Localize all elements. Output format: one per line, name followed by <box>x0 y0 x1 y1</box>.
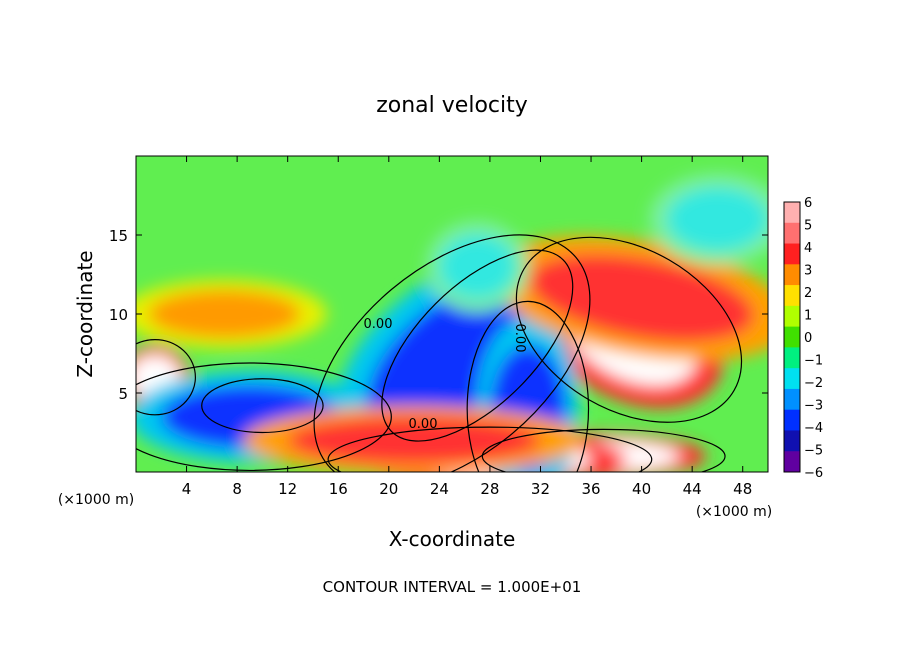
colorbar: 6 5 4 3 2 1 0 −1 −2 −3 −4 −5 −6 <box>783 196 823 481</box>
colorbar-label: −2 <box>804 376 823 391</box>
colorbar-swatch <box>784 347 800 369</box>
y-tick-label: 15 <box>109 227 128 245</box>
colorbar-label: −5 <box>804 444 823 459</box>
heatmap-field <box>136 156 768 472</box>
y-axis: 5 10 15 <box>109 227 768 403</box>
contour-line <box>381 249 574 442</box>
colorbar-swatch <box>784 285 800 307</box>
colorbar-label: 2 <box>804 286 812 301</box>
x-tick-label: 32 <box>531 480 550 498</box>
colorbar-label: −4 <box>804 421 823 436</box>
heatmap-blob <box>439 235 516 299</box>
colorbar-swatch <box>784 430 800 452</box>
heatmap-blob <box>666 187 768 251</box>
colorbar-frame <box>783 201 801 473</box>
x-tick-label: 8 <box>232 480 242 498</box>
colorbar-label: 6 <box>804 196 812 211</box>
x-tick-label: 44 <box>683 480 702 498</box>
chart-title: zonal velocity <box>376 93 528 118</box>
x-axis: 4 8 12 16 20 24 28 32 36 40 44 48 <box>182 156 752 498</box>
x-axis-label: X-coordinate <box>389 527 516 551</box>
x-tick-label: 24 <box>430 480 449 498</box>
contour-line <box>466 300 590 472</box>
contour-line <box>136 362 392 472</box>
colorbar-label: 3 <box>804 264 812 279</box>
heatmap-blob <box>366 283 538 439</box>
colorbar-label: 4 <box>804 241 812 256</box>
x-unit-label-right: (×1000 m) <box>696 504 772 520</box>
x-tick-label: 36 <box>581 480 600 498</box>
colorbar-swatch <box>784 305 800 328</box>
contour-interval-footer: CONTOUR INTERVAL = 1.000E+01 <box>323 578 582 596</box>
y-tick-label: 10 <box>109 306 128 324</box>
colorbar-label: −3 <box>804 399 823 414</box>
contour-line <box>136 339 196 416</box>
colorbar-swatch <box>784 243 800 265</box>
colorbar-swatch <box>784 326 800 348</box>
contour-line <box>481 428 726 472</box>
x-tick-label: 20 <box>379 480 398 498</box>
x-unit-label: (×1000 m) <box>58 492 134 508</box>
x-tick-label: 40 <box>632 480 651 498</box>
contour-label: 0.00 <box>409 417 438 432</box>
colorbar-swatch <box>784 368 800 390</box>
y-axis-label: Z-coordinate <box>73 250 97 377</box>
contour-line <box>313 234 591 472</box>
colorbar-swatch <box>784 222 800 245</box>
x-tick-label: 12 <box>278 480 297 498</box>
heatmap-blob <box>529 254 754 342</box>
y-tick-label: 5 <box>118 385 128 403</box>
colorbar-label: −1 <box>804 354 823 369</box>
contour-line <box>201 378 324 434</box>
contour-label: 0.00 <box>364 317 393 332</box>
colorbar-label: 5 <box>804 219 812 234</box>
colorbar-swatch <box>784 264 800 286</box>
colorbar-label: 0 <box>804 331 812 346</box>
x-tick-label: 4 <box>182 480 192 498</box>
colorbar-label: 1 <box>804 309 812 324</box>
colorbar-swatch <box>784 388 800 411</box>
colorbar-label: −6 <box>804 466 823 481</box>
x-tick-label: 48 <box>733 480 752 498</box>
contour-labels: 0.00 0.00 0.00 <box>364 317 527 432</box>
colorbar-swatch <box>784 409 800 431</box>
contour-line <box>327 426 653 472</box>
colorbar-swatch <box>784 202 800 224</box>
heatmap-blob <box>148 290 301 338</box>
x-tick-label: 28 <box>480 480 499 498</box>
colorbar-swatch <box>784 451 800 473</box>
x-tick-label: 16 <box>329 480 348 498</box>
contour-label: 0.00 <box>512 324 527 353</box>
